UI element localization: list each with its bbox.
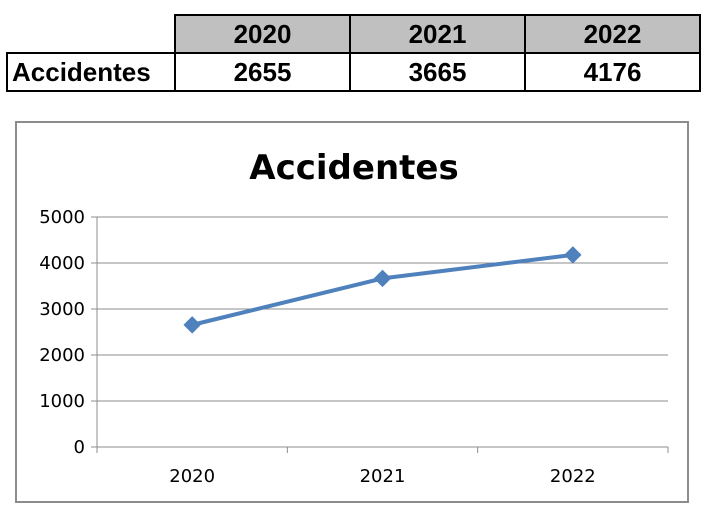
data-point-2022 xyxy=(564,246,582,264)
data-point-2020 xyxy=(183,316,201,334)
line-chart: Accidentes 0 1000 2000 3000 4000 5000 2020 202… xyxy=(15,121,689,503)
x-tick-label: 2020 xyxy=(169,466,215,487)
chart-title: Accidentes xyxy=(249,148,458,188)
table-cell-2022: 4176 xyxy=(524,52,701,92)
table-header-year-2021: 2021 xyxy=(349,14,526,54)
y-tick-label: 3000 xyxy=(39,299,85,320)
data-table: 2020 2021 2022 Accidentes 2655 3665 4176 xyxy=(6,14,701,92)
table-header-year-2020: 2020 xyxy=(174,14,351,54)
x-tick-labels: 2020 2021 2022 xyxy=(169,466,595,487)
table-row-label: Accidentes xyxy=(6,52,176,92)
y-tick-label: 2000 xyxy=(39,345,85,366)
table-row: Accidentes 2655 3665 4176 xyxy=(6,52,701,92)
table-header-year-2022: 2022 xyxy=(524,14,701,54)
y-tick-label: 4000 xyxy=(39,253,85,274)
table-cell-2020: 2655 xyxy=(174,52,351,92)
y-tick-label: 1000 xyxy=(39,391,85,412)
data-point-2021 xyxy=(373,269,392,288)
series-line xyxy=(190,252,575,327)
axes xyxy=(91,216,669,453)
y-tick-labels: 0 1000 2000 3000 4000 5000 xyxy=(39,207,85,458)
table-cell-2021: 3665 xyxy=(349,52,526,92)
series-layer xyxy=(183,246,582,334)
y-tick-label: 0 xyxy=(74,437,85,458)
x-tick-label: 2022 xyxy=(550,466,596,487)
table-corner-cell xyxy=(7,15,175,53)
table-header-row: 2020 2021 2022 xyxy=(7,14,701,54)
x-tick-label: 2021 xyxy=(360,466,406,487)
gridlines xyxy=(97,216,668,402)
y-tick-label: 5000 xyxy=(39,207,85,228)
